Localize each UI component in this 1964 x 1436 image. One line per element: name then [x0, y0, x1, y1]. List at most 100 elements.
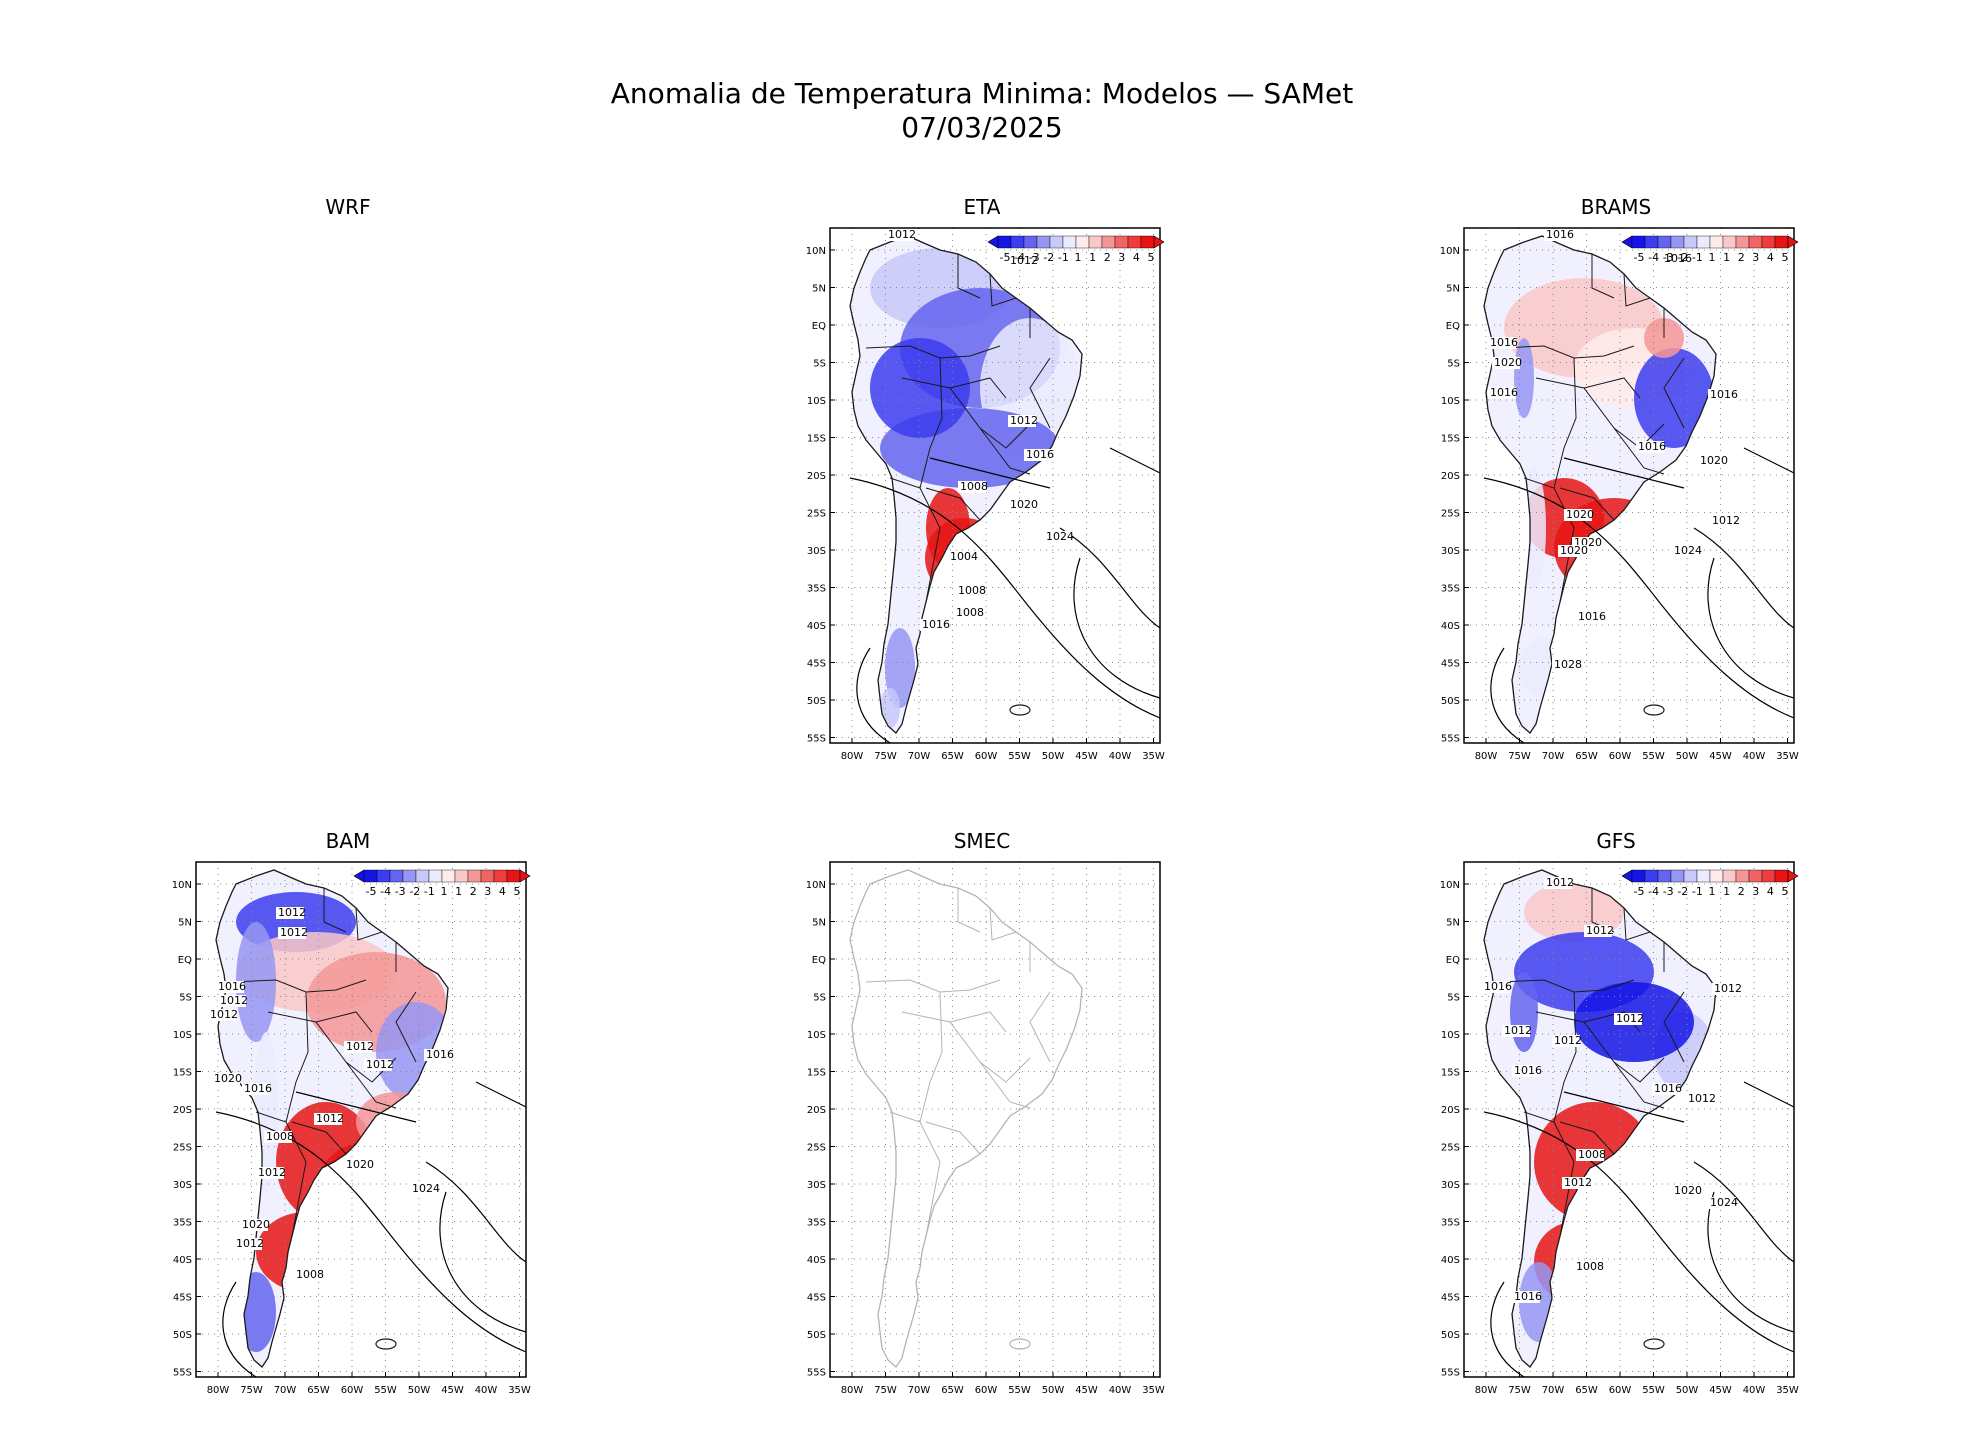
colorbar-swatch — [1762, 870, 1775, 882]
lon-label: 50W — [1676, 1385, 1699, 1396]
colorbar-swatch — [1089, 236, 1102, 248]
isobar-label: 1012 — [1714, 982, 1742, 995]
lon-label: 80W — [841, 751, 864, 762]
isobar-label: 1012 — [346, 1040, 374, 1053]
lat-label: 55S — [1441, 734, 1460, 745]
lon-label: 40W — [1109, 751, 1132, 762]
lat-label: EQ — [1446, 955, 1460, 966]
lat-label: 55S — [1441, 1368, 1460, 1379]
lat-label: 5N — [812, 284, 826, 295]
colorbar-label: 1 — [1723, 251, 1730, 264]
colorbar-swatch — [1645, 236, 1658, 248]
figure-canvas: Anomalia de Temperatura Minima: Modelos … — [0, 0, 1964, 1436]
lon-label: 55W — [374, 1385, 397, 1396]
map-panel-brams: 10161016101610201016 10161016102010201020… — [1440, 228, 1799, 762]
colorbar-swatch — [1102, 236, 1115, 248]
colorbar-swatch — [1671, 870, 1684, 882]
colorbar-swatch — [1736, 236, 1749, 248]
colorbar-label: -1 — [424, 885, 435, 898]
colorbar-swatch — [416, 870, 429, 882]
lat-label: 20S — [1441, 1105, 1460, 1116]
panel-title-brams: BRAMS — [1581, 195, 1651, 219]
colorbar-label: -4 — [1014, 251, 1025, 264]
lon-label: 45W — [1075, 1385, 1098, 1396]
lon-label: 60W — [1609, 1385, 1632, 1396]
colorbar-label: 3 — [1118, 251, 1125, 264]
lat-label: 5N — [1446, 918, 1460, 929]
colorbar-swatch — [1632, 236, 1645, 248]
map-panel-smec: 10N5NEQ5S10S15S20S25S30S35S40S45S50S55S8… — [806, 862, 1165, 1396]
panel-title-wrf: WRF — [325, 195, 370, 219]
lat-label: 5N — [1446, 284, 1460, 295]
colorbar-swatch — [998, 236, 1011, 248]
lat-label: 25S — [807, 1143, 826, 1154]
isobar-label: 1024 — [1710, 1196, 1738, 1209]
lon-label: 60W — [975, 1385, 998, 1396]
isobar-label: 1016 — [1578, 610, 1606, 623]
isobar-label: 1020 — [214, 1072, 242, 1085]
colorbar-label: 4 — [1767, 885, 1774, 898]
lon-label: 40W — [1109, 1385, 1132, 1396]
colorbar-label: -3 — [1029, 251, 1040, 264]
colorbar-label: -5 — [1634, 251, 1645, 264]
lat-label: 10N — [806, 880, 826, 891]
isobar-label: 1008 — [956, 606, 984, 619]
lon-label: 35W — [1776, 1385, 1799, 1396]
lat-label: 50S — [807, 696, 826, 707]
colorbar-label: 5 — [1782, 885, 1789, 898]
colorbar-swatch — [1037, 236, 1050, 248]
lon-label: 45W — [1709, 751, 1732, 762]
isobar-label: 1012 — [1688, 1092, 1716, 1105]
lon-label: 35W — [1776, 751, 1799, 762]
lat-label: 45S — [1441, 1293, 1460, 1304]
colorbar-swatch — [403, 870, 416, 882]
isobar-label: 1012 — [1546, 876, 1574, 889]
lon-label: 70W — [908, 1385, 931, 1396]
figure-title-line1: Anomalia de Temperatura Minima: Modelos … — [611, 77, 1353, 110]
panel-title-eta: ETA — [964, 195, 1001, 219]
isobar-label: 1020 — [1010, 498, 1038, 511]
colorbar-swatch — [1723, 870, 1736, 882]
lon-label: 80W — [841, 1385, 864, 1396]
colorbar-label: 2 — [1104, 251, 1111, 264]
colorbar-label: 1 — [1089, 251, 1096, 264]
colorbar-swatch — [1076, 236, 1089, 248]
lon-label: 65W — [1575, 1385, 1598, 1396]
lon-label: 55W — [1642, 1385, 1665, 1396]
lat-label: 50S — [1441, 1330, 1460, 1341]
isobar-label: 1020 — [1674, 1184, 1702, 1197]
isobar-label: 1012 — [1010, 414, 1038, 427]
colorbar-swatch — [442, 870, 455, 882]
isobar-label: 1016 — [426, 1048, 454, 1061]
colorbar-swatch — [1141, 236, 1154, 248]
colorbar-label: 1 — [1075, 251, 1082, 264]
lat-label: 10N — [1440, 880, 1460, 891]
lon-label: 60W — [341, 1385, 364, 1396]
lon-label: 65W — [1575, 751, 1598, 762]
colorbar-label: 2 — [1738, 885, 1745, 898]
lat-label: 10S — [1441, 396, 1460, 407]
isobar-label: 1008 — [960, 480, 988, 493]
lat-label: 40S — [1441, 621, 1460, 632]
map-area-gfs: 101210121016 1012101210121012101610161008… — [1464, 862, 1794, 1377]
panel-title-gfs: GFS — [1596, 829, 1635, 853]
colorbar-label: -2 — [1677, 251, 1688, 264]
panel-title-smec: SMEC — [954, 829, 1011, 853]
lon-label: 80W — [207, 1385, 230, 1396]
colorbar-swatch — [1723, 236, 1736, 248]
lon-label: 65W — [941, 1385, 964, 1396]
colorbar-label: -1 — [1058, 251, 1069, 264]
isobar-label: 1012 — [1616, 1012, 1644, 1025]
colorbar-swatch — [481, 870, 494, 882]
lat-label: EQ — [1446, 321, 1460, 332]
colorbar-label: 1 — [441, 885, 448, 898]
colorbar-label: -2 — [1677, 885, 1688, 898]
colorbar-label: 5 — [1782, 251, 1789, 264]
lat-label: 10S — [807, 396, 826, 407]
isobar-label: 1012 — [1564, 1176, 1592, 1189]
lat-label: 55S — [807, 734, 826, 745]
lat-label: 10S — [807, 1030, 826, 1041]
colorbar-swatch — [1115, 236, 1128, 248]
lat-label: 40S — [1441, 1255, 1460, 1266]
isobar-label: 1012 — [280, 926, 308, 939]
